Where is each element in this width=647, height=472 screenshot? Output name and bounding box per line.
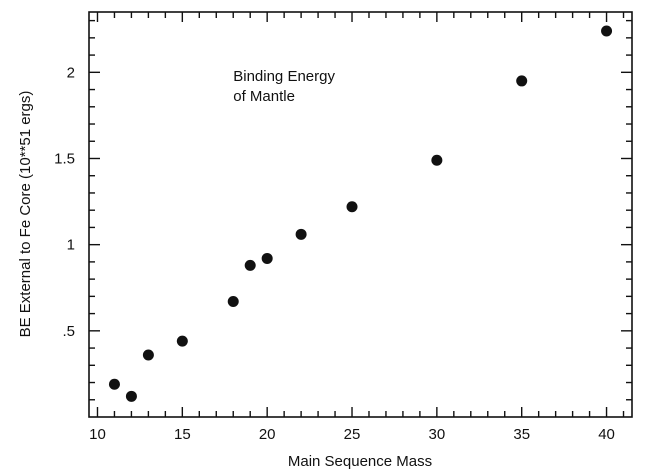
y-tick-label: 2 — [67, 64, 75, 81]
y-tick-label: .5 — [62, 323, 75, 340]
y-axis-title: BE External to Fe Core (10**51 ergs) — [17, 91, 34, 338]
y-tick-labels: .5 1 1.5 2 — [54, 64, 75, 340]
data-point — [346, 201, 358, 213]
data-point — [261, 252, 273, 264]
annotation-line-1: Binding Energy — [233, 68, 335, 85]
plot-frame — [88, 11, 633, 418]
data-point — [295, 228, 307, 240]
x-tick-label: 35 — [513, 426, 530, 443]
x-tick-label: 25 — [344, 426, 361, 443]
data-point — [244, 259, 256, 271]
x-tick-label: 15 — [174, 426, 191, 443]
x-axis-title: Main Sequence Mass — [288, 453, 432, 470]
data-point — [601, 25, 613, 37]
data-point — [108, 378, 120, 390]
data-point — [142, 349, 154, 361]
x-tick-labels: 10 15 20 25 30 35 40 — [89, 426, 615, 443]
x-tick-label: 10 — [89, 426, 106, 443]
x-tick-label: 30 — [429, 426, 446, 443]
axis-ticks — [89, 12, 632, 417]
annotation-line-2: of Mantle — [233, 88, 295, 105]
x-tick-label: 20 — [259, 426, 276, 443]
data-point — [227, 296, 239, 308]
data-point — [431, 154, 443, 166]
y-tick-label: 1 — [67, 237, 75, 254]
data-point — [125, 390, 137, 402]
annotation-binding-energy: Binding Energy of Mantle — [233, 68, 339, 105]
y-tick-label: 1.5 — [54, 150, 75, 167]
x-tick-label: 40 — [598, 426, 615, 443]
data-point — [516, 75, 528, 87]
data-points — [108, 25, 613, 402]
data-point — [176, 335, 188, 347]
